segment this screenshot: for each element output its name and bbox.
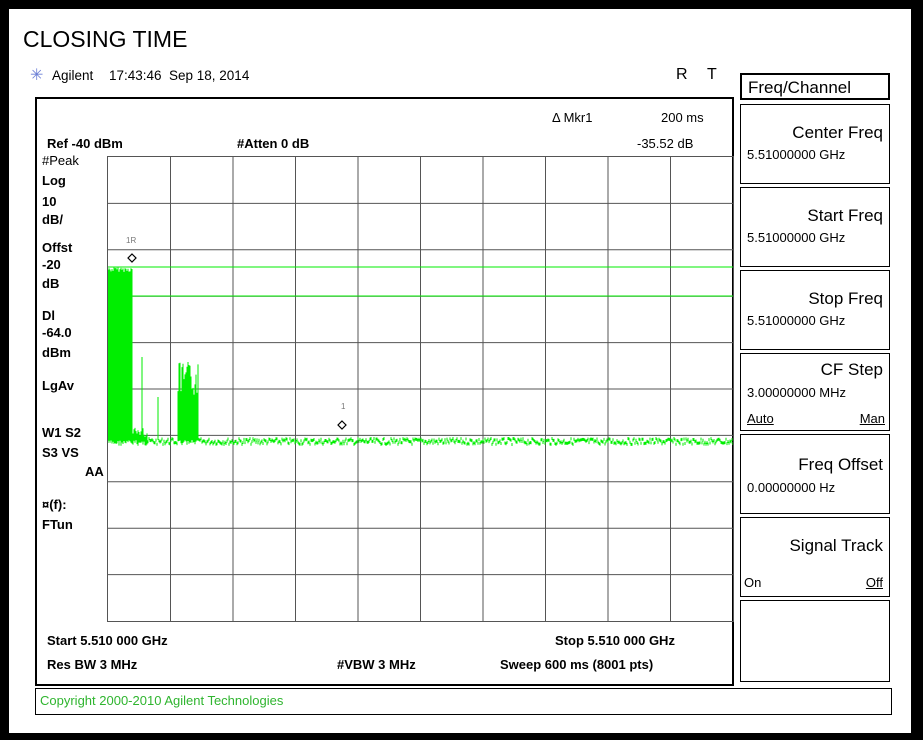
ff-label: ¤(f): <box>42 497 67 512</box>
agilent-logo-icon: ✳ <box>30 67 44 84</box>
marker-1r-label: 1R <box>126 236 136 245</box>
copyright-bar: Copyright 2000-2010 Agilent Technologies <box>35 688 892 715</box>
marker-1-label: 1 <box>341 402 346 411</box>
start-freq-label: Start 5.510 000 GHz <box>47 633 168 648</box>
scale-unit: dB/ <box>42 212 63 227</box>
spectrum-display: Δ Mkr1 200 ms -35.52 dB Ref -40 dBm #Att… <box>35 97 734 686</box>
marker-value: -35.52 dB <box>637 136 694 151</box>
stop-freq-key[interactable]: Stop Freq 5.51000000 GHz <box>740 270 890 350</box>
stop-freq-title: Stop Freq <box>808 289 883 308</box>
signal-track-title: Signal Track <box>789 536 883 555</box>
cf-step-value: 3.00000000 MHz <box>747 385 847 400</box>
spectrum-trace <box>108 267 733 446</box>
stop-freq-value: 5.51000000 GHz <box>747 313 846 328</box>
center-freq-key[interactable]: Center Freq 5.51000000 GHz <box>740 104 890 184</box>
sweep-label: Sweep 600 ms (8001 pts) <box>500 657 654 672</box>
ftun-label: FTun <box>42 517 73 532</box>
flag-r: R <box>676 66 688 83</box>
cf-step-auto[interactable]: Auto <box>747 411 774 426</box>
blank-softkey[interactable] <box>740 600 890 682</box>
signal-track-key[interactable]: Signal Track On Off <box>740 517 890 597</box>
dl-label: Dl <box>42 308 55 323</box>
freq-offset-key[interactable]: Freq Offset 0.00000000 Hz <box>740 434 890 514</box>
copyright-text: Copyright 2000-2010 Agilent Technologies <box>40 693 284 708</box>
scale-ten: 10 <box>42 194 57 209</box>
marker-label: Δ Mkr1 <box>552 110 593 125</box>
menu-title: Freq/Channel <box>740 73 890 100</box>
brand-label: Agilent <box>52 68 94 83</box>
s3vs-label: S3 VS <box>42 445 79 460</box>
dl-value: -64.0 <box>42 325 72 340</box>
vbw-label: #VBW 3 MHz <box>337 657 416 672</box>
start-freq-key[interactable]: Start Freq 5.51000000 GHz <box>740 187 890 267</box>
start-freq-title: Start Freq <box>807 206 883 225</box>
cf-step-title: CF Step <box>820 360 883 379</box>
marker-1-diamond <box>337 420 347 430</box>
aa-label: AA <box>85 464 104 479</box>
center-freq-title: Center Freq <box>792 123 883 142</box>
start-freq-value: 5.51000000 GHz <box>747 230 846 245</box>
w1s2-label: W1 S2 <box>42 425 82 440</box>
dl-unit: dBm <box>42 345 71 360</box>
date-label: Sep 18, 2014 <box>169 68 250 83</box>
peak-label: #Peak <box>42 153 79 168</box>
freq-offset-title: Freq Offset <box>798 455 883 474</box>
flag-t: T <box>707 66 717 83</box>
screen-title: CLOSING TIME <box>23 26 188 52</box>
marker-1r-diamond <box>127 253 137 263</box>
log-label: Log <box>42 173 66 188</box>
center-freq-value: 5.51000000 GHz <box>747 147 846 162</box>
trace-plot: 1R 1 <box>108 157 733 621</box>
stop-freq-label: Stop 5.510 000 GHz <box>555 633 675 648</box>
offst-value: -20 <box>42 257 61 272</box>
cf-step-man[interactable]: Man <box>859 411 885 426</box>
lgav-label: LgAv <box>42 378 75 393</box>
freq-offset-value: 0.00000000 Hz <box>747 480 836 495</box>
menu-title-label: Freq/Channel <box>748 78 852 97</box>
cf-step-key[interactable]: CF Step 3.00000000 MHz Auto Man <box>740 353 890 431</box>
time-label: 17:43:46 <box>109 68 162 83</box>
attenuation: #Atten 0 dB <box>237 136 310 151</box>
trace-grid: 1R 1 <box>107 156 734 622</box>
ref-level: Ref -40 dBm <box>47 136 123 151</box>
signal-track-on[interactable]: On <box>744 575 762 590</box>
marker-time: 200 ms <box>661 110 704 125</box>
signal-track-off[interactable]: Off <box>865 575 883 590</box>
res-bw-label: Res BW 3 MHz <box>47 657 138 672</box>
offst-unit: dB <box>42 276 60 291</box>
offst-label: Offst <box>42 240 73 255</box>
